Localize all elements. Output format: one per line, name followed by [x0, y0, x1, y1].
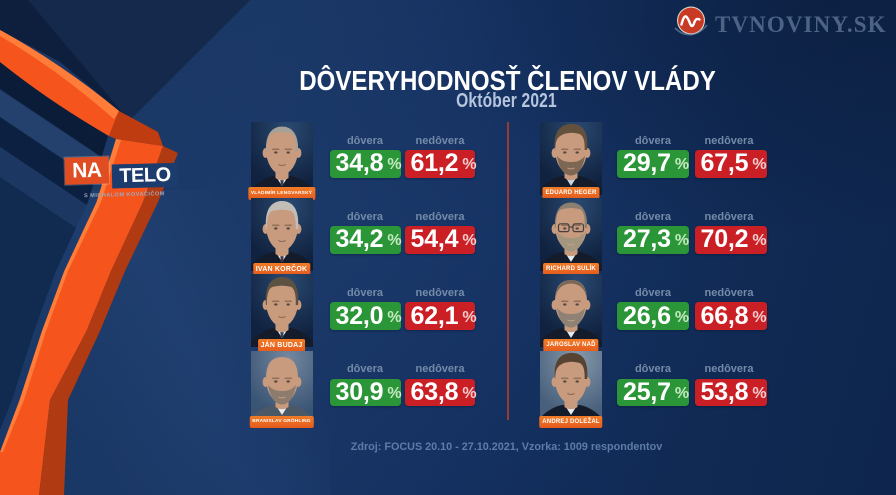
svg-text:TVNOVINY.SK: TVNOVINY.SK	[715, 12, 887, 37]
